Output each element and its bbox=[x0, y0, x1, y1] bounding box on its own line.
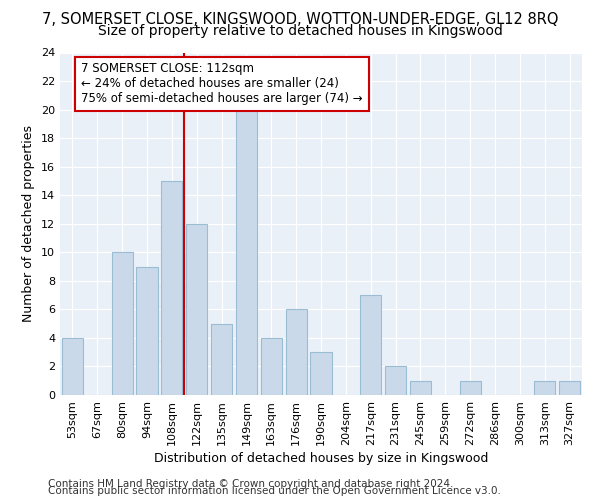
Bar bbox=[534, 380, 555, 395]
Bar bbox=[161, 181, 182, 395]
Bar bbox=[310, 352, 332, 395]
Text: 7, SOMERSET CLOSE, KINGSWOOD, WOTTON-UNDER-EDGE, GL12 8RQ: 7, SOMERSET CLOSE, KINGSWOOD, WOTTON-UND… bbox=[42, 12, 558, 28]
Text: Contains HM Land Registry data © Crown copyright and database right 2024.: Contains HM Land Registry data © Crown c… bbox=[48, 479, 454, 489]
Bar bbox=[186, 224, 207, 395]
Bar bbox=[385, 366, 406, 395]
Bar bbox=[286, 310, 307, 395]
Y-axis label: Number of detached properties: Number of detached properties bbox=[22, 125, 35, 322]
Bar bbox=[136, 266, 158, 395]
Bar bbox=[410, 380, 431, 395]
Bar bbox=[112, 252, 133, 395]
X-axis label: Distribution of detached houses by size in Kingswood: Distribution of detached houses by size … bbox=[154, 452, 488, 465]
Text: Size of property relative to detached houses in Kingswood: Size of property relative to detached ho… bbox=[98, 24, 502, 38]
Text: 7 SOMERSET CLOSE: 112sqm
← 24% of detached houses are smaller (24)
75% of semi-d: 7 SOMERSET CLOSE: 112sqm ← 24% of detach… bbox=[81, 62, 363, 106]
Text: Contains public sector information licensed under the Open Government Licence v3: Contains public sector information licen… bbox=[48, 486, 501, 496]
Bar bbox=[211, 324, 232, 395]
Bar bbox=[261, 338, 282, 395]
Bar bbox=[62, 338, 83, 395]
Bar bbox=[460, 380, 481, 395]
Bar bbox=[360, 295, 381, 395]
Bar bbox=[559, 380, 580, 395]
Bar bbox=[236, 110, 257, 395]
